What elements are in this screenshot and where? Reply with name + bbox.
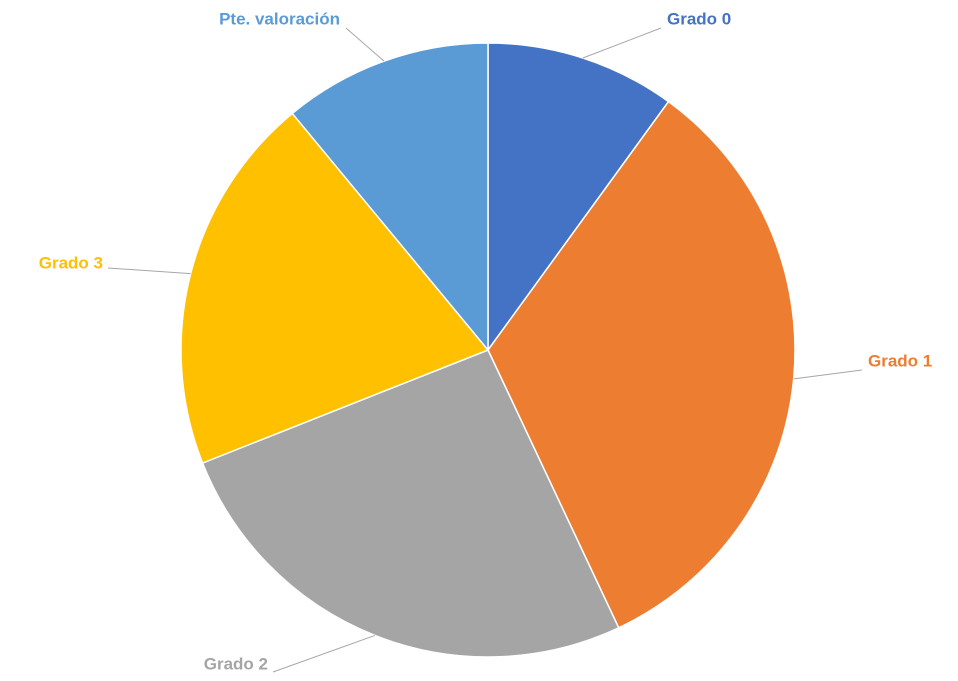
pie-slice	[201, 349, 620, 658]
slice-label: Pte. valoración	[219, 9, 340, 28]
slice-label: Grado 0	[667, 9, 731, 28]
pie-slice	[180, 112, 490, 464]
pie-slice	[487, 100, 796, 629]
pie-slice	[291, 42, 489, 353]
leader-line	[107, 267, 191, 275]
leader-line	[582, 27, 662, 59]
leader-line	[272, 634, 376, 673]
slice-label: Grado 2	[204, 654, 268, 673]
leader-line	[345, 27, 385, 62]
slice-label: Grado 1	[868, 351, 932, 370]
slice-label: Grado 3	[39, 253, 103, 272]
leader-line	[793, 369, 863, 380]
pie-slice	[487, 42, 670, 353]
